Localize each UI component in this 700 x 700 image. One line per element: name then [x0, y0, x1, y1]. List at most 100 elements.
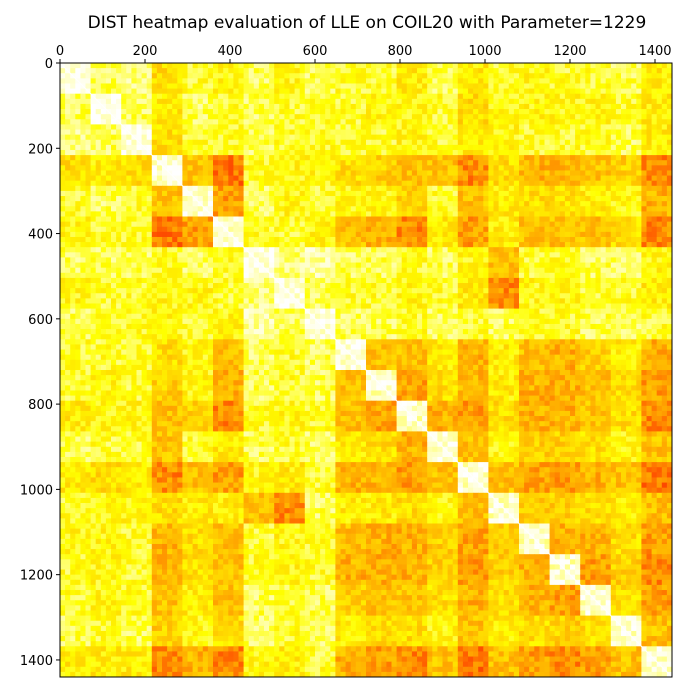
heatmap-cell — [228, 160, 234, 166]
heatmap-cell — [116, 155, 122, 161]
heatmap-cell — [320, 93, 326, 100]
heatmap-cell — [411, 103, 418, 110]
heatmap-cell — [350, 252, 357, 258]
heatmap-cell — [228, 155, 234, 161]
heatmap-cell — [508, 114, 515, 120]
heatmap-cell — [131, 78, 137, 84]
heatmap-cell — [228, 175, 234, 182]
heatmap-cell — [366, 93, 372, 100]
heatmap-cell — [590, 155, 596, 161]
heatmap-cell — [335, 247, 341, 253]
heatmap-cell — [498, 221, 505, 228]
heatmap-cell — [595, 252, 601, 258]
heatmap-cell — [386, 247, 392, 253]
heatmap-cell — [519, 262, 525, 269]
heatmap-cell — [218, 190, 224, 197]
heatmap-cell — [529, 134, 535, 141]
heatmap-cell — [243, 109, 250, 115]
heatmap-cell — [248, 175, 255, 182]
heatmap-cell — [381, 83, 387, 89]
heatmap-cell — [554, 196, 561, 202]
heatmap-cell — [279, 267, 285, 274]
heatmap-cell — [223, 211, 229, 217]
heatmap-cell — [70, 211, 76, 217]
heatmap-cell — [309, 103, 316, 110]
heatmap-cell — [315, 73, 321, 79]
heatmap-cell — [564, 201, 571, 207]
heatmap-cell — [60, 262, 66, 269]
heatmap-cell — [381, 262, 387, 269]
heatmap-cell — [529, 262, 535, 269]
heatmap-cell — [457, 149, 464, 156]
heatmap-cell — [636, 88, 642, 95]
heatmap-cell — [462, 180, 469, 187]
heatmap-cell — [462, 236, 469, 243]
heatmap-cell — [355, 272, 362, 279]
heatmap-cell — [656, 231, 663, 238]
heatmap-cell — [228, 221, 234, 228]
heatmap-cell — [575, 114, 581, 120]
heatmap-cell — [534, 272, 540, 279]
heatmap-cell — [279, 93, 285, 100]
heatmap-cell — [360, 109, 367, 115]
heatmap-cell — [396, 190, 403, 197]
heatmap-cell — [401, 160, 408, 166]
heatmap-cell — [345, 231, 352, 238]
heatmap-cell — [462, 78, 469, 84]
heatmap-cell — [274, 88, 280, 95]
heatmap-cell — [401, 98, 408, 105]
heatmap-cell — [299, 267, 306, 274]
heatmap-cell — [549, 257, 556, 263]
heatmap-cell — [544, 262, 550, 269]
heatmap-cell — [631, 134, 637, 141]
heatmap-cell — [600, 144, 607, 151]
heatmap-cell — [605, 252, 612, 258]
heatmap-cell — [483, 78, 489, 84]
heatmap-cell — [661, 63, 668, 69]
heatmap-cell — [360, 267, 367, 274]
heatmap-cell — [646, 103, 652, 110]
heatmap-cell — [610, 160, 617, 166]
heatmap-cell — [447, 109, 454, 115]
heatmap-cell — [100, 160, 107, 166]
heatmap-cell — [462, 185, 469, 192]
heatmap-cell — [279, 185, 285, 192]
heatmap-cell — [621, 144, 627, 151]
heatmap-cell — [483, 63, 489, 69]
heatmap-cell — [264, 190, 270, 197]
heatmap-cell — [508, 242, 515, 248]
heatmap-cell — [539, 98, 545, 105]
heatmap-cell — [75, 211, 81, 217]
heatmap-cell — [75, 180, 81, 187]
heatmap-cell — [238, 88, 244, 95]
heatmap-cell — [483, 88, 489, 95]
heatmap-cell — [462, 103, 469, 110]
heatmap-cell — [381, 175, 387, 182]
heatmap-cell — [401, 190, 408, 197]
heatmap-cell — [447, 190, 454, 197]
heatmap-cell — [621, 201, 627, 207]
heatmap-cell — [279, 129, 285, 136]
heatmap-cell — [534, 185, 540, 192]
heatmap-cell — [289, 124, 295, 130]
heatmap-cell — [284, 190, 290, 197]
heatmap-cell — [549, 211, 556, 217]
heatmap-cell — [666, 226, 673, 233]
heatmap-cell — [544, 196, 550, 202]
heatmap-cell — [641, 185, 647, 192]
heatmap-cell — [503, 73, 510, 79]
heatmap-cell — [437, 73, 443, 79]
heatmap-cell — [386, 139, 392, 146]
heatmap-cell — [432, 73, 438, 79]
heatmap-cell — [376, 103, 382, 110]
heatmap-cell — [396, 129, 403, 136]
heatmap-cell — [427, 149, 433, 156]
heatmap-cell — [284, 149, 290, 156]
heatmap-cell — [636, 78, 642, 84]
heatmap-cell — [60, 83, 66, 89]
heatmap-cell — [213, 119, 219, 125]
heatmap-cell — [656, 175, 663, 182]
heatmap-cell — [238, 83, 244, 89]
heatmap-cell — [590, 196, 596, 202]
heatmap-cell — [151, 68, 158, 74]
